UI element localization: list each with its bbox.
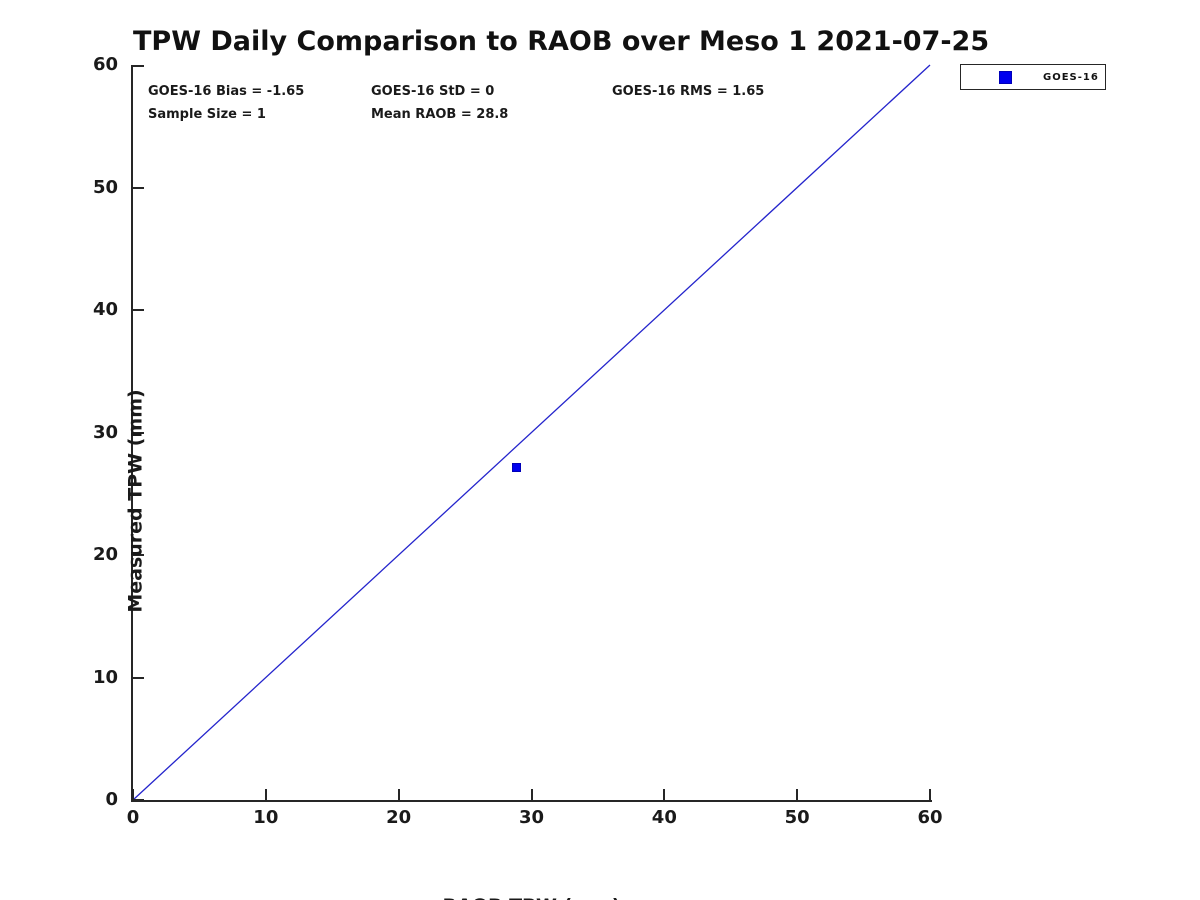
stat-annotation: GOES-16 Bias = -1.65 — [148, 84, 305, 99]
stat-annotation: Mean RAOB = 28.8 — [371, 107, 509, 122]
x-tick-mark — [264, 789, 267, 800]
x-tick-label: 40 — [651, 807, 677, 828]
legend-square-marker-icon — [999, 71, 1012, 84]
y-tick-label: 40 — [92, 299, 118, 320]
y-tick-mark — [133, 676, 144, 679]
x-tick-label: 50 — [784, 807, 810, 828]
legend-label: GOES-16 — [1043, 72, 1099, 83]
y-axis-title: Measured TPW (mm) — [124, 389, 147, 613]
y-tick-label: 30 — [92, 421, 118, 443]
x-axis-line — [131, 800, 932, 802]
identity-line — [132, 64, 931, 801]
y-tick-mark — [133, 65, 144, 67]
y-tick-mark — [133, 554, 144, 556]
y-tick-mark — [133, 186, 144, 189]
y-tick-mark — [133, 309, 144, 311]
y-tick-label: 20 — [92, 544, 118, 565]
x-tick-label: 0 — [126, 807, 140, 828]
plot-area: 0 10 20 30 40 50 60 0 10 20 30 40 50 60 RAOB TPW (mm)… — [93, 55, 943, 900]
x-tick-mark — [929, 789, 931, 800]
x-tick-mark — [796, 789, 799, 800]
x-tick-mark — [397, 789, 400, 800]
y-axis-line — [131, 65, 133, 802]
y-tick-label: 0 — [105, 789, 118, 810]
x-tick-mark — [132, 789, 134, 800]
x-tick-label: 20 — [386, 807, 412, 828]
stat-annotation: GOES-16 RMS = 1.65 — [612, 84, 765, 99]
stat-annotation: Sample Size = 1 — [148, 107, 266, 122]
x-tick-label: 30 — [518, 807, 545, 828]
x-tick-label: 60 — [917, 807, 943, 828]
data-point-marker — [511, 463, 521, 473]
stat-annotation: GOES-16 StD = 0 — [371, 84, 495, 99]
y-tick-label: 10 — [92, 666, 118, 688]
legend-box: GOES-16 — [960, 64, 1106, 90]
y-tick-mark — [133, 431, 144, 434]
x-tick-mark — [663, 789, 666, 800]
y-tick-label: 50 — [92, 176, 118, 198]
x-tick-mark — [530, 789, 533, 800]
x-axis-title: RAOB TPW (mm) — [133, 895, 930, 900]
x-tick-label: 10 — [253, 807, 279, 828]
y-tick-label: 60 — [92, 54, 118, 75]
chart-title: TPW Daily Comparison to RAOB over Meso 1… — [133, 26, 990, 57]
y-tick-mark — [133, 799, 144, 801]
